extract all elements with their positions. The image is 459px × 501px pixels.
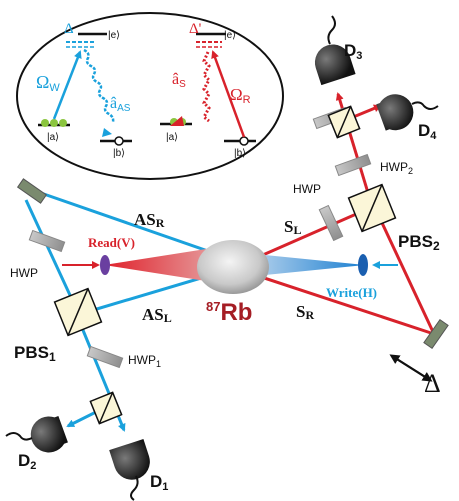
write-beam-waist bbox=[358, 254, 368, 276]
a-as-wavy-arrow bbox=[83, 48, 115, 123]
level-scheme-right bbox=[160, 32, 256, 146]
detector-d1 bbox=[109, 439, 150, 501]
detector-d2 bbox=[5, 416, 68, 453]
hwp-right-label: HWP bbox=[293, 182, 321, 196]
atom-population bbox=[41, 119, 49, 127]
s-l-label: SL bbox=[284, 217, 301, 237]
as-r-label: ASR bbox=[134, 210, 165, 230]
omega-r-label: ΩR bbox=[230, 85, 251, 106]
hwp-left-label: HWP bbox=[10, 266, 38, 280]
atom-transferred bbox=[239, 136, 249, 146]
pbs2-label: PBS2 bbox=[398, 232, 440, 253]
rb87-atom-cloud bbox=[197, 240, 269, 294]
state-e-label: |e⟩ bbox=[108, 30, 120, 41]
atom-population bbox=[59, 119, 67, 127]
small-pbs-top bbox=[327, 105, 361, 139]
omega-r-arrow bbox=[211, 50, 246, 138]
read-beam-cone bbox=[104, 246, 225, 284]
level-scheme-left bbox=[38, 32, 132, 146]
detector-d3 bbox=[314, 15, 356, 86]
as-r-return-beam bbox=[24, 199, 77, 307]
atom-population bbox=[50, 119, 58, 127]
state-b-label: |b⟩ bbox=[113, 148, 125, 159]
a-s-arrowhead bbox=[170, 116, 184, 126]
small-pbs-bottom bbox=[89, 391, 123, 425]
hwp-top-plate bbox=[334, 153, 372, 177]
pbs1-cube bbox=[53, 287, 103, 337]
read-label: Read(V) bbox=[88, 235, 135, 250]
atom-transferred bbox=[114, 136, 124, 146]
state-a-label: |a⟩ bbox=[166, 132, 178, 143]
write-label: Write(H) bbox=[326, 285, 377, 300]
pbs2-cube bbox=[347, 183, 397, 233]
write-beam-cone bbox=[245, 253, 365, 277]
a-as-label: âAS bbox=[110, 95, 131, 114]
as-r-beam bbox=[37, 190, 229, 260]
d1-label: D1 bbox=[150, 472, 168, 493]
omega-w-arrow bbox=[52, 50, 82, 120]
s-r-beam bbox=[239, 268, 435, 336]
state-b-label: |b⟩ bbox=[234, 148, 246, 159]
rb87-label: 87Rb bbox=[206, 299, 252, 326]
mirror-top-left bbox=[16, 178, 48, 204]
s-r-label: SR bbox=[296, 302, 314, 322]
hwp-bottom-plate bbox=[86, 345, 124, 369]
detector-d4 bbox=[376, 94, 439, 131]
delta-label: Δ bbox=[64, 21, 74, 37]
a-as-arrowhead bbox=[102, 128, 112, 137]
d4-label: D4 bbox=[418, 121, 437, 142]
hwp1-label: HWP1 bbox=[128, 353, 161, 369]
s-r-return-beam bbox=[374, 209, 436, 335]
delta-stage-label: Δ bbox=[424, 369, 441, 398]
d3-label: D3 bbox=[344, 41, 362, 62]
a-s-label: âS bbox=[172, 71, 186, 90]
delta-prime-label: Δ' bbox=[189, 21, 202, 37]
d2-label: D2 bbox=[18, 451, 36, 472]
state-e-label: |e⟩ bbox=[224, 30, 236, 41]
state-a-label: |a⟩ bbox=[47, 132, 59, 143]
hwp2-label: HWP2 bbox=[380, 160, 413, 176]
mirror-bottom-right bbox=[423, 318, 449, 350]
hwp-left-plate bbox=[28, 229, 66, 253]
read-beam-waist bbox=[100, 255, 110, 275]
a-s-dotted-arrow bbox=[202, 51, 211, 123]
as-l-label: ASL bbox=[142, 305, 172, 325]
pbs1-label: PBS1 bbox=[14, 343, 56, 364]
hwp-right-plate bbox=[318, 204, 344, 242]
translation-arrow-b bbox=[391, 355, 433, 382]
omega-w-label: ΩW bbox=[36, 72, 60, 94]
